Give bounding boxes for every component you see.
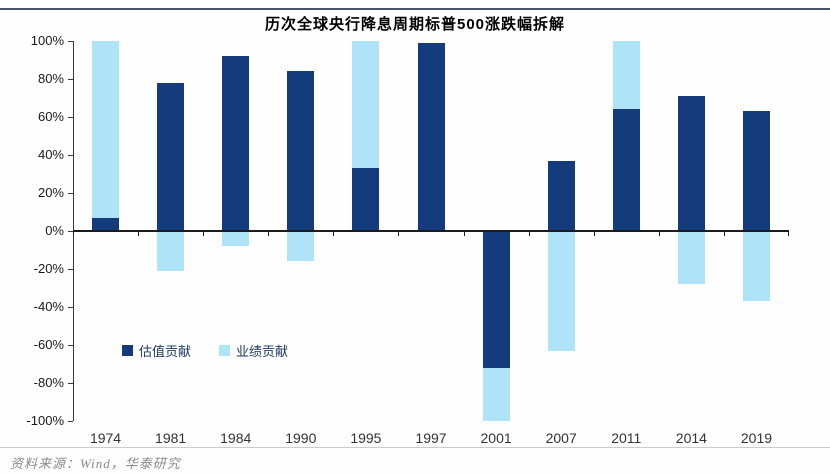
bar-2011-业绩贡献 [612, 41, 640, 110]
y-tick-label: 0% [45, 223, 64, 238]
x-axis-tick [138, 232, 140, 236]
bar-2014-估值贡献 [677, 96, 705, 231]
y-axis-tick [68, 117, 73, 118]
x-tick-label: 1990 [285, 430, 317, 446]
x-axis-tick [528, 232, 530, 236]
zero-axis-line [73, 230, 789, 232]
bar-1974-估值贡献 [92, 217, 120, 231]
x-axis-tick [398, 232, 400, 236]
plot-area [73, 41, 789, 421]
x-tick-label: 1995 [350, 430, 382, 446]
footer-divider [0, 447, 830, 448]
legend-label-valuation: 估值贡献 [139, 344, 192, 359]
bar-2014-业绩贡献 [677, 231, 705, 285]
x-tick-label: 1997 [415, 430, 447, 446]
x-tick-label: 1974 [89, 430, 122, 446]
x-axis-tick [73, 232, 74, 236]
y-axis-tick [68, 231, 73, 232]
x-axis-tick [333, 232, 335, 236]
y-axis-tick [68, 193, 73, 194]
x-axis-tick [268, 232, 270, 236]
bar-2007-估值贡献 [547, 160, 575, 231]
bar-2019-业绩贡献 [742, 231, 770, 302]
y-axis-tick [68, 79, 73, 80]
bar-1984-估值贡献 [222, 56, 250, 231]
y-tick-label: 60% [37, 109, 64, 124]
bar-2007-业绩贡献 [547, 231, 575, 351]
y-tick-label: -20% [33, 261, 64, 276]
bar-1995-估值贡献 [352, 168, 380, 231]
y-axis-tick [68, 269, 73, 270]
x-tick-label: 2011 [611, 430, 642, 446]
y-tick-label: -40% [33, 299, 64, 314]
y-tick-label: 40% [37, 147, 64, 162]
top-divider [0, 8, 830, 10]
legend-item-valuation: 估值贡献 [122, 341, 191, 360]
y-tick-label: 100% [30, 33, 64, 48]
x-axis-tick [658, 232, 660, 236]
bar-1981-估值贡献 [157, 82, 185, 231]
x-tick-label: 2001 [480, 430, 512, 446]
x-tick-label: 2014 [675, 430, 707, 446]
source-note: 资料来源：Wind，华泰研究 [10, 456, 181, 471]
y-tick-label: 80% [37, 71, 64, 86]
y-tick-label: 20% [37, 185, 64, 200]
x-axis-tick [723, 232, 725, 236]
bar-2011-估值贡献 [612, 109, 640, 231]
y-tick-label: -60% [33, 337, 64, 352]
x-axis-tick [203, 232, 205, 236]
earnings-swatch [219, 345, 231, 356]
legend-item-earnings: 业绩贡献 [219, 341, 288, 360]
x-tick-label: 2019 [740, 430, 773, 446]
x-axis-tick [788, 232, 789, 236]
bar-1990-业绩贡献 [287, 231, 315, 262]
y-tick-label: -80% [33, 375, 64, 390]
x-tick-label: 2007 [545, 430, 577, 446]
x-axis-tick [463, 232, 465, 236]
bar-1990-估值贡献 [287, 71, 315, 231]
bar-2019-估值贡献 [742, 111, 770, 231]
bar-1995-业绩贡献 [352, 41, 380, 169]
y-axis-tick [68, 383, 73, 384]
y-axis-tick [68, 155, 73, 156]
y-axis-tick [68, 307, 73, 308]
bar-1984-业绩贡献 [222, 231, 250, 247]
x-axis-tick [593, 232, 595, 236]
y-tick-label: -100% [26, 413, 64, 428]
bar-2001-业绩贡献 [482, 367, 510, 421]
bar-1997-估值贡献 [417, 42, 445, 231]
y-axis-tick [68, 421, 73, 422]
bar-1974-业绩贡献 [92, 41, 120, 218]
x-tick-label: 1981 [155, 430, 187, 446]
x-tick-label: 1984 [220, 430, 252, 446]
bar-2001-估值贡献 [482, 231, 510, 368]
legend-label-earnings: 业绩贡献 [236, 344, 289, 359]
y-axis-tick [68, 345, 73, 346]
valuation-swatch [122, 345, 133, 356]
bar-1981-业绩贡献 [157, 231, 185, 271]
legend: 估值贡献 业绩贡献 [122, 341, 288, 360]
y-axis-tick [68, 41, 73, 42]
chart-title: 历次全球央行降息周期标普500涨跌幅拆解 [264, 16, 566, 33]
